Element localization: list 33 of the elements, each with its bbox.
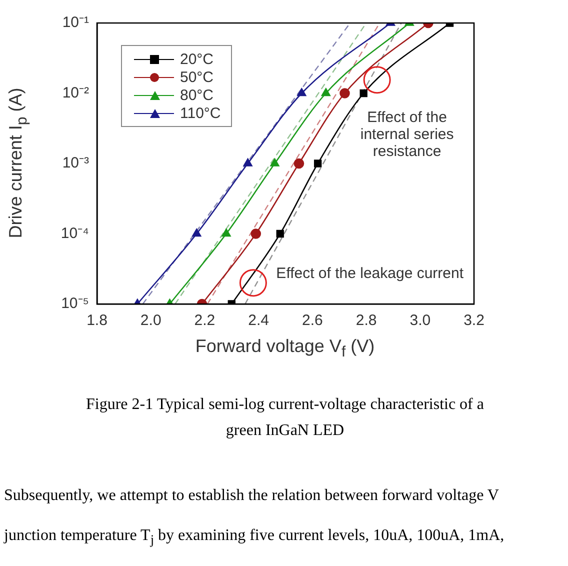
legend-label: 20°C — [180, 50, 214, 68]
y-tick-label: 10⁻⁵ — [61, 295, 89, 312]
y-tick-label: 10⁻² — [62, 84, 89, 102]
text: junction temperature T$_{j}$ by examining five current levels, 10uA, 100uA, 1mA, — [4, 526, 506, 550]
x-tick-label: 3.2 — [464, 312, 484, 330]
y-tick-label: 10⁻⁴ — [60, 224, 89, 242]
x-tick-label: 2.8 — [356, 312, 377, 330]
point — [276, 230, 284, 238]
point — [270, 158, 280, 166]
annotation: Effect of the leakage current — [276, 264, 464, 282]
x-tick-label: 2.0 — [140, 312, 162, 330]
legend-label: 110°C — [180, 104, 221, 122]
point — [243, 158, 252, 166]
point — [192, 228, 202, 237]
y-tick-label: 10⁻¹ — [62, 14, 89, 32]
legend-label: 50°C — [180, 68, 214, 86]
point — [340, 88, 350, 98]
x-tick-label: 2.2 — [194, 312, 216, 330]
point — [360, 89, 368, 98]
point — [294, 158, 304, 169]
point — [314, 160, 322, 168]
y-tick-label: 10⁻³ — [62, 154, 89, 172]
legend-label: 80°C — [180, 86, 214, 104]
caption: Figure 2-1 Typical semi-log current-voltage characteristic of a green InGaN LED — [85, 395, 485, 441]
point — [250, 228, 262, 239]
x-tick-label: 3.0 — [410, 312, 431, 330]
x-tick-label: 2.4 — [248, 312, 269, 330]
x-tick-label: 1.8 — [86, 312, 108, 330]
x-axis-title: Forward voltage V$_{f}$ (V) — [195, 336, 375, 361]
text: Subsequently, we attempt to establish the relation between forward voltage V — [4, 486, 500, 506]
annotation: Effect of the internal series resistance — [360, 109, 454, 160]
x-tick-label: 2.6 — [302, 312, 323, 330]
point — [222, 228, 231, 237]
